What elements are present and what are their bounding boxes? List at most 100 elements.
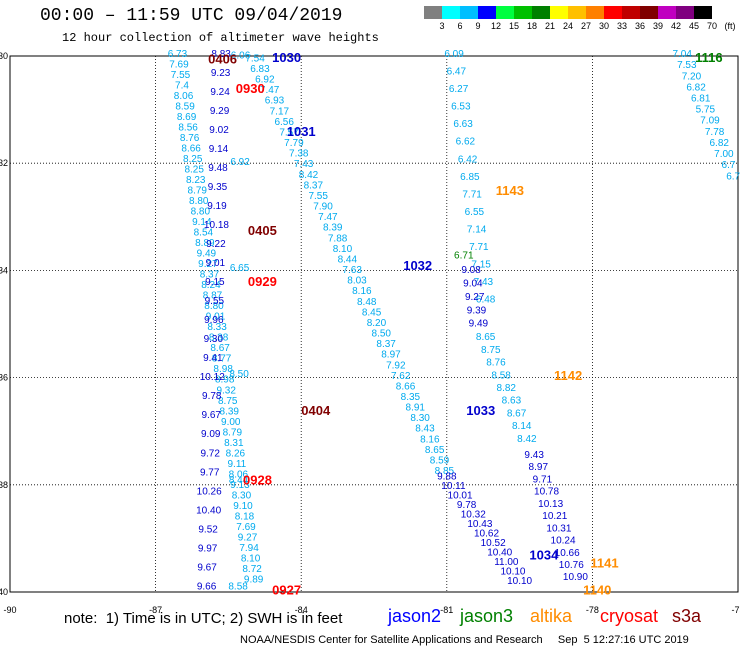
swh-label: 8.56 xyxy=(178,123,198,134)
swh-label: 7.55 xyxy=(171,70,191,81)
swh-label: 8.75 xyxy=(481,345,501,356)
swh-label: 10.62 xyxy=(474,528,499,539)
pass-time-label: 1031 xyxy=(287,124,316,139)
swh-label: 7.47 xyxy=(260,85,280,96)
legend-altika: altika xyxy=(530,606,573,626)
swh-label: 8.58 xyxy=(228,581,248,592)
pass-time-label: 1034 xyxy=(529,547,559,562)
swh-label: 8.31 xyxy=(224,438,244,449)
swh-label: 10.43 xyxy=(467,519,492,530)
swh-label: 8.69 xyxy=(177,112,197,123)
swh-label: 8.75 xyxy=(218,396,238,407)
swh-label: 9.09 xyxy=(201,429,221,440)
swh-label: 7.53 xyxy=(677,60,697,71)
colorbar-swatch xyxy=(658,6,676,19)
colorbar-label: 27 xyxy=(580,21,591,31)
colorbar-swatch xyxy=(478,6,496,19)
swh-label: 8.10 xyxy=(241,553,261,564)
swh-label: 9.23 xyxy=(211,68,231,79)
swh-label: 8.98 xyxy=(215,375,235,386)
x-tick-label: -75 xyxy=(731,605,740,615)
swh-label: 9.14 xyxy=(209,144,229,155)
x-tick-label: -78 xyxy=(586,605,599,615)
swh-label: 7.88 xyxy=(328,233,348,244)
swh-label: 10.01 xyxy=(448,490,473,501)
swh-label: 8.42 xyxy=(299,170,319,181)
swh-label: 7.69 xyxy=(169,60,189,71)
swh-label: 8.26 xyxy=(226,448,246,459)
swh-label: 9.67 xyxy=(202,410,222,421)
swh-label: 6.53 xyxy=(451,102,471,113)
swh-label: 7.17 xyxy=(270,106,290,117)
swh-label: 9.11 xyxy=(228,459,247,470)
swh-label: 6.81 xyxy=(691,94,711,105)
swh-label: 8.24 xyxy=(201,280,221,291)
swh-label: 8.23 xyxy=(186,175,206,186)
swh-label: 8.67 xyxy=(210,343,230,354)
swh-label: 9.41 xyxy=(203,353,223,364)
swh-label: 8.72 xyxy=(242,564,262,575)
colorbar-swatch xyxy=(568,6,586,19)
swh-label: 6.92 xyxy=(230,157,250,168)
colorbar-label: 39 xyxy=(652,21,663,31)
swh-label: 7.09 xyxy=(700,116,720,127)
swh-label: 7.20 xyxy=(682,71,702,82)
swh-label: 9.49 xyxy=(197,249,217,260)
colorbar-label: 36 xyxy=(634,21,645,31)
colorbar-swatch xyxy=(514,6,532,19)
swh-label: 9.66 xyxy=(197,581,217,592)
swh-label: 8.20 xyxy=(367,318,387,329)
swh-label: 8.37 xyxy=(304,180,324,191)
swh-label: 7.00 xyxy=(714,149,734,160)
swh-label: 9.15 xyxy=(205,277,225,288)
swh-label: 8.39 xyxy=(323,223,343,234)
swh-label: 8.79 xyxy=(223,427,243,438)
swh-label: 10.40 xyxy=(487,547,512,558)
pass-time-label: 1116 xyxy=(695,50,723,65)
swh-label: 8.76 xyxy=(486,358,506,369)
colorbar-swatch xyxy=(424,6,442,19)
swh-label: 8.59 xyxy=(430,455,450,466)
swh-label: 9.72 xyxy=(200,448,220,459)
pass-time-label: 1143 xyxy=(496,183,524,198)
swh-label: 8.80 xyxy=(204,301,224,312)
swh-label: 6.62 xyxy=(456,137,476,148)
legend-cryosat: cryosat xyxy=(600,606,659,626)
colorbar-swatch xyxy=(550,6,568,19)
swh-label: 8.76 xyxy=(180,133,200,144)
swh-label: 9.43 xyxy=(524,450,544,461)
swh-label: 10.66 xyxy=(555,548,580,559)
swh-label: 8.35 xyxy=(401,392,421,403)
colorbar-swatch xyxy=(460,6,478,19)
swh-label: 8.18 xyxy=(235,511,255,522)
swh-label: 8.06 xyxy=(174,91,194,102)
swh-label: 8.48 xyxy=(357,297,377,308)
swh-label: 10.26 xyxy=(197,486,222,497)
swh-label: 8.87 xyxy=(203,291,223,302)
swh-label: 8.65 xyxy=(425,445,445,456)
colorbar-swatch xyxy=(442,6,460,19)
swh-label: 9.10 xyxy=(233,501,253,512)
pass-time-label: 1030 xyxy=(272,50,301,65)
swh-label: 8.30 xyxy=(232,490,252,501)
swh-label: 7.04 xyxy=(672,49,692,60)
swh-label: 6.09 xyxy=(444,49,464,60)
swh-label: 8.79 xyxy=(188,186,208,197)
swh-label: 8.37 xyxy=(200,270,220,281)
pass-time-label: 1142 xyxy=(554,368,582,383)
swh-label: 6.92 xyxy=(255,75,275,86)
swh-label: 8.97 xyxy=(381,350,401,361)
swh-label: 9.97 xyxy=(198,543,218,554)
swh-label: 10.24 xyxy=(551,536,576,547)
colorbar-swatch xyxy=(586,6,604,19)
swh-label: 8.44 xyxy=(338,254,358,265)
swh-label: 6.82 xyxy=(686,82,706,93)
colorbar-label: 70 xyxy=(706,21,717,31)
swh-label: 9.29 xyxy=(210,106,230,117)
swh-label: 6.73 xyxy=(168,49,188,60)
colorbar-swatch xyxy=(532,6,550,19)
swh-label: 7.78 xyxy=(705,127,725,138)
swh-label: 6.93 xyxy=(265,96,285,107)
swh-label: 6.06 xyxy=(231,51,251,62)
footer-credit: NOAA/NESDIS Center for Satellite Applica… xyxy=(240,634,689,646)
